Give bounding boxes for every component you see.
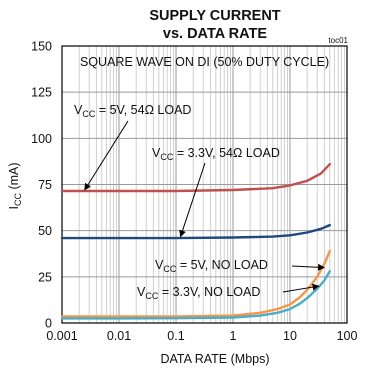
y-axis-label-unit: (mA) <box>7 162 21 193</box>
x-tick-labels: 0.001 0.01 0.1 1 10 100 <box>46 329 357 343</box>
x-tick-label: 1 <box>230 329 237 343</box>
chart-title-line1: SUPPLY CURRENT <box>149 8 280 24</box>
x-tick-label: 0.01 <box>107 329 131 343</box>
annotation-5v-noload-main: V <box>155 258 164 272</box>
arrow-5v-54ohm <box>84 120 129 191</box>
y-tick-label: 125 <box>31 86 52 100</box>
y-tick-label: 100 <box>31 132 52 146</box>
annotation-5v-54ohm-main: V <box>74 103 83 117</box>
series-5v-54ohm-line <box>60 162 331 193</box>
annotation-5v-noload: VCC = 5V, NO LOAD <box>155 258 268 274</box>
plot-frame <box>61 45 348 324</box>
annotation-5v-54ohm-rest: = 5V, 54Ω LOAD <box>95 103 191 117</box>
y-tick-label: 0 <box>45 317 52 331</box>
annotation-3v3-noload-main: V <box>137 285 146 299</box>
series-3v3-54ohm-line <box>60 223 331 240</box>
y-tick-label: 25 <box>38 270 52 284</box>
arrow-3v3-54ohm <box>179 162 206 238</box>
y-axis-label: ICC (mA) <box>7 162 23 209</box>
chart-title-line2: vs. DATA RATE <box>163 26 268 42</box>
y-axis-label-sub: CC <box>13 193 23 206</box>
x-tick-label: 10 <box>283 329 297 343</box>
annotation-5v-54ohm-sub: CC <box>82 109 95 119</box>
y-tick-label: 50 <box>38 224 52 238</box>
annotation-3v3-noload-sub: CC <box>145 291 158 301</box>
annotation-3v3-54ohm-main: V <box>152 146 161 160</box>
plot-grid <box>62 46 347 323</box>
x-tick-label: 0.1 <box>167 329 184 343</box>
annotation-3v3-54ohm-rest: = 3.3V, 54Ω LOAD <box>173 146 280 160</box>
y-axis-label-main: I <box>7 206 21 209</box>
figure-id: toc01 <box>328 36 348 45</box>
y-tick-label: 150 <box>31 40 52 54</box>
y-tick-label: 75 <box>38 178 52 192</box>
annotation-5v-54ohm: VCC = 5V, 54Ω LOAD <box>74 103 191 119</box>
arrow-5v-noload <box>291 263 326 271</box>
condition-note: SQUARE WAVE ON DI (50% DUTY CYCLE) <box>80 55 329 69</box>
y-tick-labels: 0 25 50 75 100 125 150 <box>31 40 52 331</box>
x-tick-label: 100 <box>337 329 358 343</box>
annotation-arrows <box>84 120 326 293</box>
annotation-3v3-54ohm-sub: CC <box>160 152 173 162</box>
annotation-3v3-noload-rest: = 3.3V, NO LOAD <box>158 285 260 299</box>
x-tick-label: 0.001 <box>46 329 77 343</box>
x-axis-label: DATA RATE (Mbps) <box>160 352 269 366</box>
series-5v-noload-line <box>60 249 331 318</box>
annotation-3v3-noload: VCC = 3.3V, NO LOAD <box>137 285 260 301</box>
annotation-5v-noload-rest: = 5V, NO LOAD <box>176 258 268 272</box>
annotation-3v3-54ohm: VCC = 3.3V, 54Ω LOAD <box>152 146 280 162</box>
arrow-3v3-noload <box>282 283 320 293</box>
annotation-5v-noload-sub: CC <box>163 264 176 274</box>
